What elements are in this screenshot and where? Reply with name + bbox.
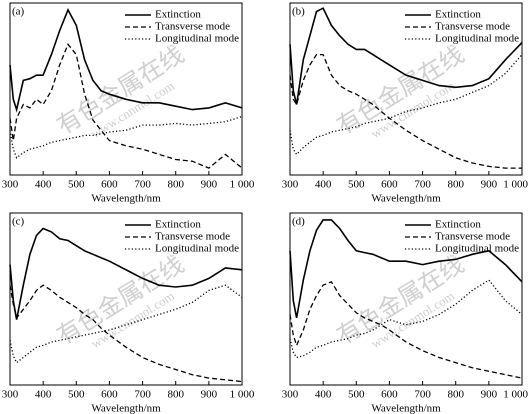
x-tick-label: 500 — [68, 179, 85, 191]
x-tick-label: 400 — [315, 179, 332, 191]
legend-label: Transverse mode — [435, 21, 510, 33]
x-tick-label: 600 — [381, 389, 398, 401]
x-tick-label: 700 — [134, 179, 151, 191]
legend-label: Extinction — [155, 219, 201, 231]
x-axis-label: Wavelength/nm — [91, 403, 161, 414]
plot-frame — [9, 212, 243, 386]
x-tick-label: 700 — [134, 389, 151, 401]
panel-label: (a) — [12, 6, 25, 18]
series-line — [9, 284, 243, 383]
legend-label: Extinction — [155, 9, 201, 21]
panel-label: (b) — [292, 6, 305, 18]
legend-label: Extinction — [435, 219, 481, 231]
x-tick-label: 500 — [348, 389, 365, 401]
legend-label: Longitudinal mode — [435, 33, 519, 45]
series-line — [289, 219, 523, 319]
x-tick-label: 400 — [315, 389, 332, 401]
series-line — [9, 227, 243, 320]
x-axis-label: Wavelength/nm — [371, 403, 441, 414]
x-tick-label: 800 — [447, 389, 464, 401]
legend-label: Transverse mode — [435, 231, 510, 243]
legend-label: Longitudinal mode — [435, 243, 519, 255]
x-tick-label: 900 — [481, 179, 498, 191]
x-tick-label: 300 — [2, 389, 19, 401]
x-tick-label: 400 — [35, 389, 52, 401]
plot-frame — [289, 212, 523, 386]
x-tick-label: 800 — [167, 179, 184, 191]
x-tick-label: 800 — [167, 389, 184, 401]
series-line — [289, 280, 523, 379]
x-tick-label: 900 — [481, 389, 498, 401]
x-axis-label: Wavelength/nm — [91, 193, 161, 205]
plot-frame — [9, 2, 243, 176]
x-tick-label: 1 000 — [230, 389, 255, 401]
x-tick-label: 500 — [68, 389, 85, 401]
series-line — [289, 53, 522, 169]
x-tick-label: 300 — [2, 179, 19, 191]
panel-label: (d) — [292, 216, 305, 228]
x-tick-label: 500 — [348, 179, 365, 191]
legend-label: Transverse mode — [155, 21, 230, 33]
series-line — [289, 279, 523, 359]
x-tick-label: 400 — [35, 179, 52, 191]
x-tick-label: 900 — [201, 179, 218, 191]
series-line — [9, 115, 243, 159]
legend-label: Transverse mode — [155, 231, 230, 243]
series-line — [9, 43, 243, 169]
legend-label: Longitudinal mode — [155, 33, 239, 45]
x-tick-label: 800 — [447, 179, 464, 191]
x-tick-label: 600 — [101, 389, 118, 401]
panel-label: (c) — [12, 216, 25, 228]
legend-label: Longitudinal mode — [155, 243, 239, 255]
x-tick-label: 300 — [282, 179, 299, 191]
x-tick-label: 1 000 — [503, 179, 528, 191]
x-tick-label: 300 — [282, 389, 299, 401]
x-axis-label: Wavelength/nm — [371, 193, 441, 205]
x-tick-label: 700 — [414, 179, 431, 191]
x-tick-label: 700 — [414, 389, 431, 401]
series-line — [9, 8, 243, 113]
legend-label: Extinction — [435, 9, 481, 21]
x-tick-label: 1 000 — [503, 389, 528, 401]
x-tick-label: 600 — [101, 179, 118, 191]
series-line — [9, 284, 243, 364]
series-line — [289, 7, 523, 105]
x-tick-label: 600 — [381, 179, 398, 191]
x-tick-label: 900 — [201, 389, 218, 401]
plot-frame — [289, 2, 523, 176]
x-tick-label: 1 000 — [230, 179, 255, 191]
